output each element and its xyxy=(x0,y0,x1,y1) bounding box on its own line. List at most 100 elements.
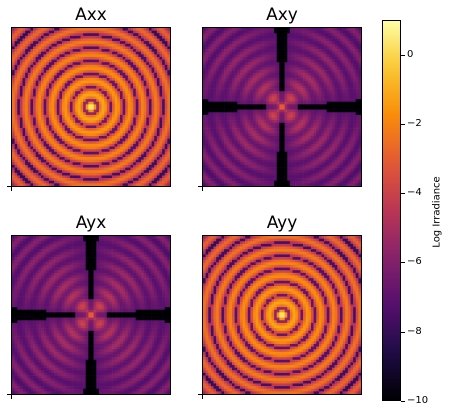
heatmap-cell xyxy=(93,154,97,158)
heatmap-cell xyxy=(40,128,44,131)
heatmap-cell xyxy=(75,59,79,63)
heatmap-cell xyxy=(46,93,50,97)
heatmap-cell xyxy=(88,83,92,87)
heatmap-cell xyxy=(83,146,87,150)
heatmap-cell xyxy=(167,175,171,179)
heatmap-cell xyxy=(260,62,264,66)
heatmap-cell xyxy=(353,46,357,50)
heatmap-cell xyxy=(127,154,131,158)
heatmap-cell xyxy=(146,170,150,174)
heatmap-cell xyxy=(85,62,89,66)
heatmap-cell xyxy=(143,154,147,158)
heatmap-cell xyxy=(91,157,94,160)
heatmap-cell xyxy=(316,41,320,45)
heatmap-cell xyxy=(19,109,23,113)
heatmap-cell xyxy=(164,28,168,31)
heatmap-cell xyxy=(329,30,333,34)
heatmap-cell xyxy=(268,67,272,71)
heatmap-cell xyxy=(339,46,343,50)
heatmap-cell xyxy=(127,80,131,84)
heatmap-cell xyxy=(106,56,110,60)
heatmap-cell xyxy=(154,91,158,95)
heatmap-cell xyxy=(101,38,105,42)
heatmap-cell xyxy=(334,46,338,50)
heatmap-cell xyxy=(210,43,214,47)
heatmap-cell xyxy=(12,59,15,63)
heatmap-cell xyxy=(326,28,330,31)
heatmap-cell xyxy=(19,175,23,179)
heatmap-cell xyxy=(19,38,23,42)
heatmap-cell xyxy=(117,54,121,58)
heatmap-cell xyxy=(138,128,142,131)
heatmap-cell xyxy=(148,146,152,150)
heatmap-cell xyxy=(112,96,115,100)
heatmap-cell xyxy=(229,78,233,81)
heatmap-cell xyxy=(224,30,227,34)
heatmap-cell xyxy=(287,46,291,50)
heatmap-cell xyxy=(151,172,155,176)
heatmap-cell xyxy=(85,151,89,155)
heatmap-cell xyxy=(62,154,65,158)
heatmap-cell xyxy=(164,99,168,103)
heatmap-cell xyxy=(104,109,108,113)
heatmap-cell xyxy=(324,49,328,52)
heatmap-cell xyxy=(303,64,306,68)
heatmap-cell xyxy=(127,83,131,87)
heatmap-cell xyxy=(143,170,147,174)
heatmap-cell xyxy=(226,30,230,34)
heatmap-cell xyxy=(64,96,68,100)
heatmap-cell xyxy=(112,167,115,171)
heatmap-cell xyxy=(104,41,108,45)
heatmap-cell xyxy=(43,93,47,97)
heatmap-cell xyxy=(255,43,259,47)
heatmap-cell xyxy=(54,38,58,42)
heatmap-cell xyxy=(14,122,18,126)
heatmap-cell xyxy=(98,91,102,95)
heatmap-cell xyxy=(35,128,39,131)
heatmap-cell xyxy=(276,70,280,74)
heatmap-cell xyxy=(133,133,137,137)
heatmap-cell xyxy=(295,78,299,81)
heatmap-cell xyxy=(119,28,123,31)
heatmap-cell xyxy=(101,159,105,163)
heatmap-cell xyxy=(91,141,94,145)
heatmap-cell xyxy=(112,178,115,182)
heatmap-cell xyxy=(30,167,34,171)
heatmap-cell xyxy=(162,104,166,108)
heatmap-cell xyxy=(38,70,42,74)
heatmap-cell xyxy=(353,35,357,39)
heatmap-cell xyxy=(12,117,15,121)
heatmap-cell xyxy=(308,72,312,76)
heatmap-cell xyxy=(164,46,168,50)
heatmap-cell xyxy=(33,49,36,52)
heatmap-cell xyxy=(67,67,71,71)
heatmap-cell xyxy=(25,59,29,63)
heatmap-cell xyxy=(17,146,21,150)
heatmap-cell xyxy=(253,70,256,74)
heatmap-cell xyxy=(141,175,144,179)
heatmap-cell xyxy=(295,51,299,55)
heatmap-cell xyxy=(12,167,15,171)
heatmap-cell xyxy=(27,146,31,150)
heatmap-cell xyxy=(106,154,110,158)
heatmap-cell xyxy=(342,83,346,87)
heatmap-cell xyxy=(101,178,105,182)
heatmap-cell xyxy=(282,70,285,74)
heatmap-cell xyxy=(167,70,171,74)
heatmap-cell xyxy=(141,33,144,37)
heatmap-cell xyxy=(127,46,131,50)
heatmap-cell xyxy=(62,28,65,31)
heatmap-cell xyxy=(114,91,118,95)
heatmap-cell xyxy=(77,101,81,105)
heatmap-cell xyxy=(287,28,291,31)
heatmap-cell xyxy=(22,130,26,134)
heatmap-cell xyxy=(316,72,320,76)
heatmap-cell xyxy=(56,33,60,37)
heatmap-cell xyxy=(355,59,359,63)
heatmap-cell xyxy=(93,51,97,55)
heatmap-cell xyxy=(268,78,272,81)
heatmap-cell xyxy=(162,56,166,60)
heatmap-cell xyxy=(19,180,23,184)
heatmap-cell xyxy=(141,41,144,45)
heatmap-cell xyxy=(226,33,230,37)
